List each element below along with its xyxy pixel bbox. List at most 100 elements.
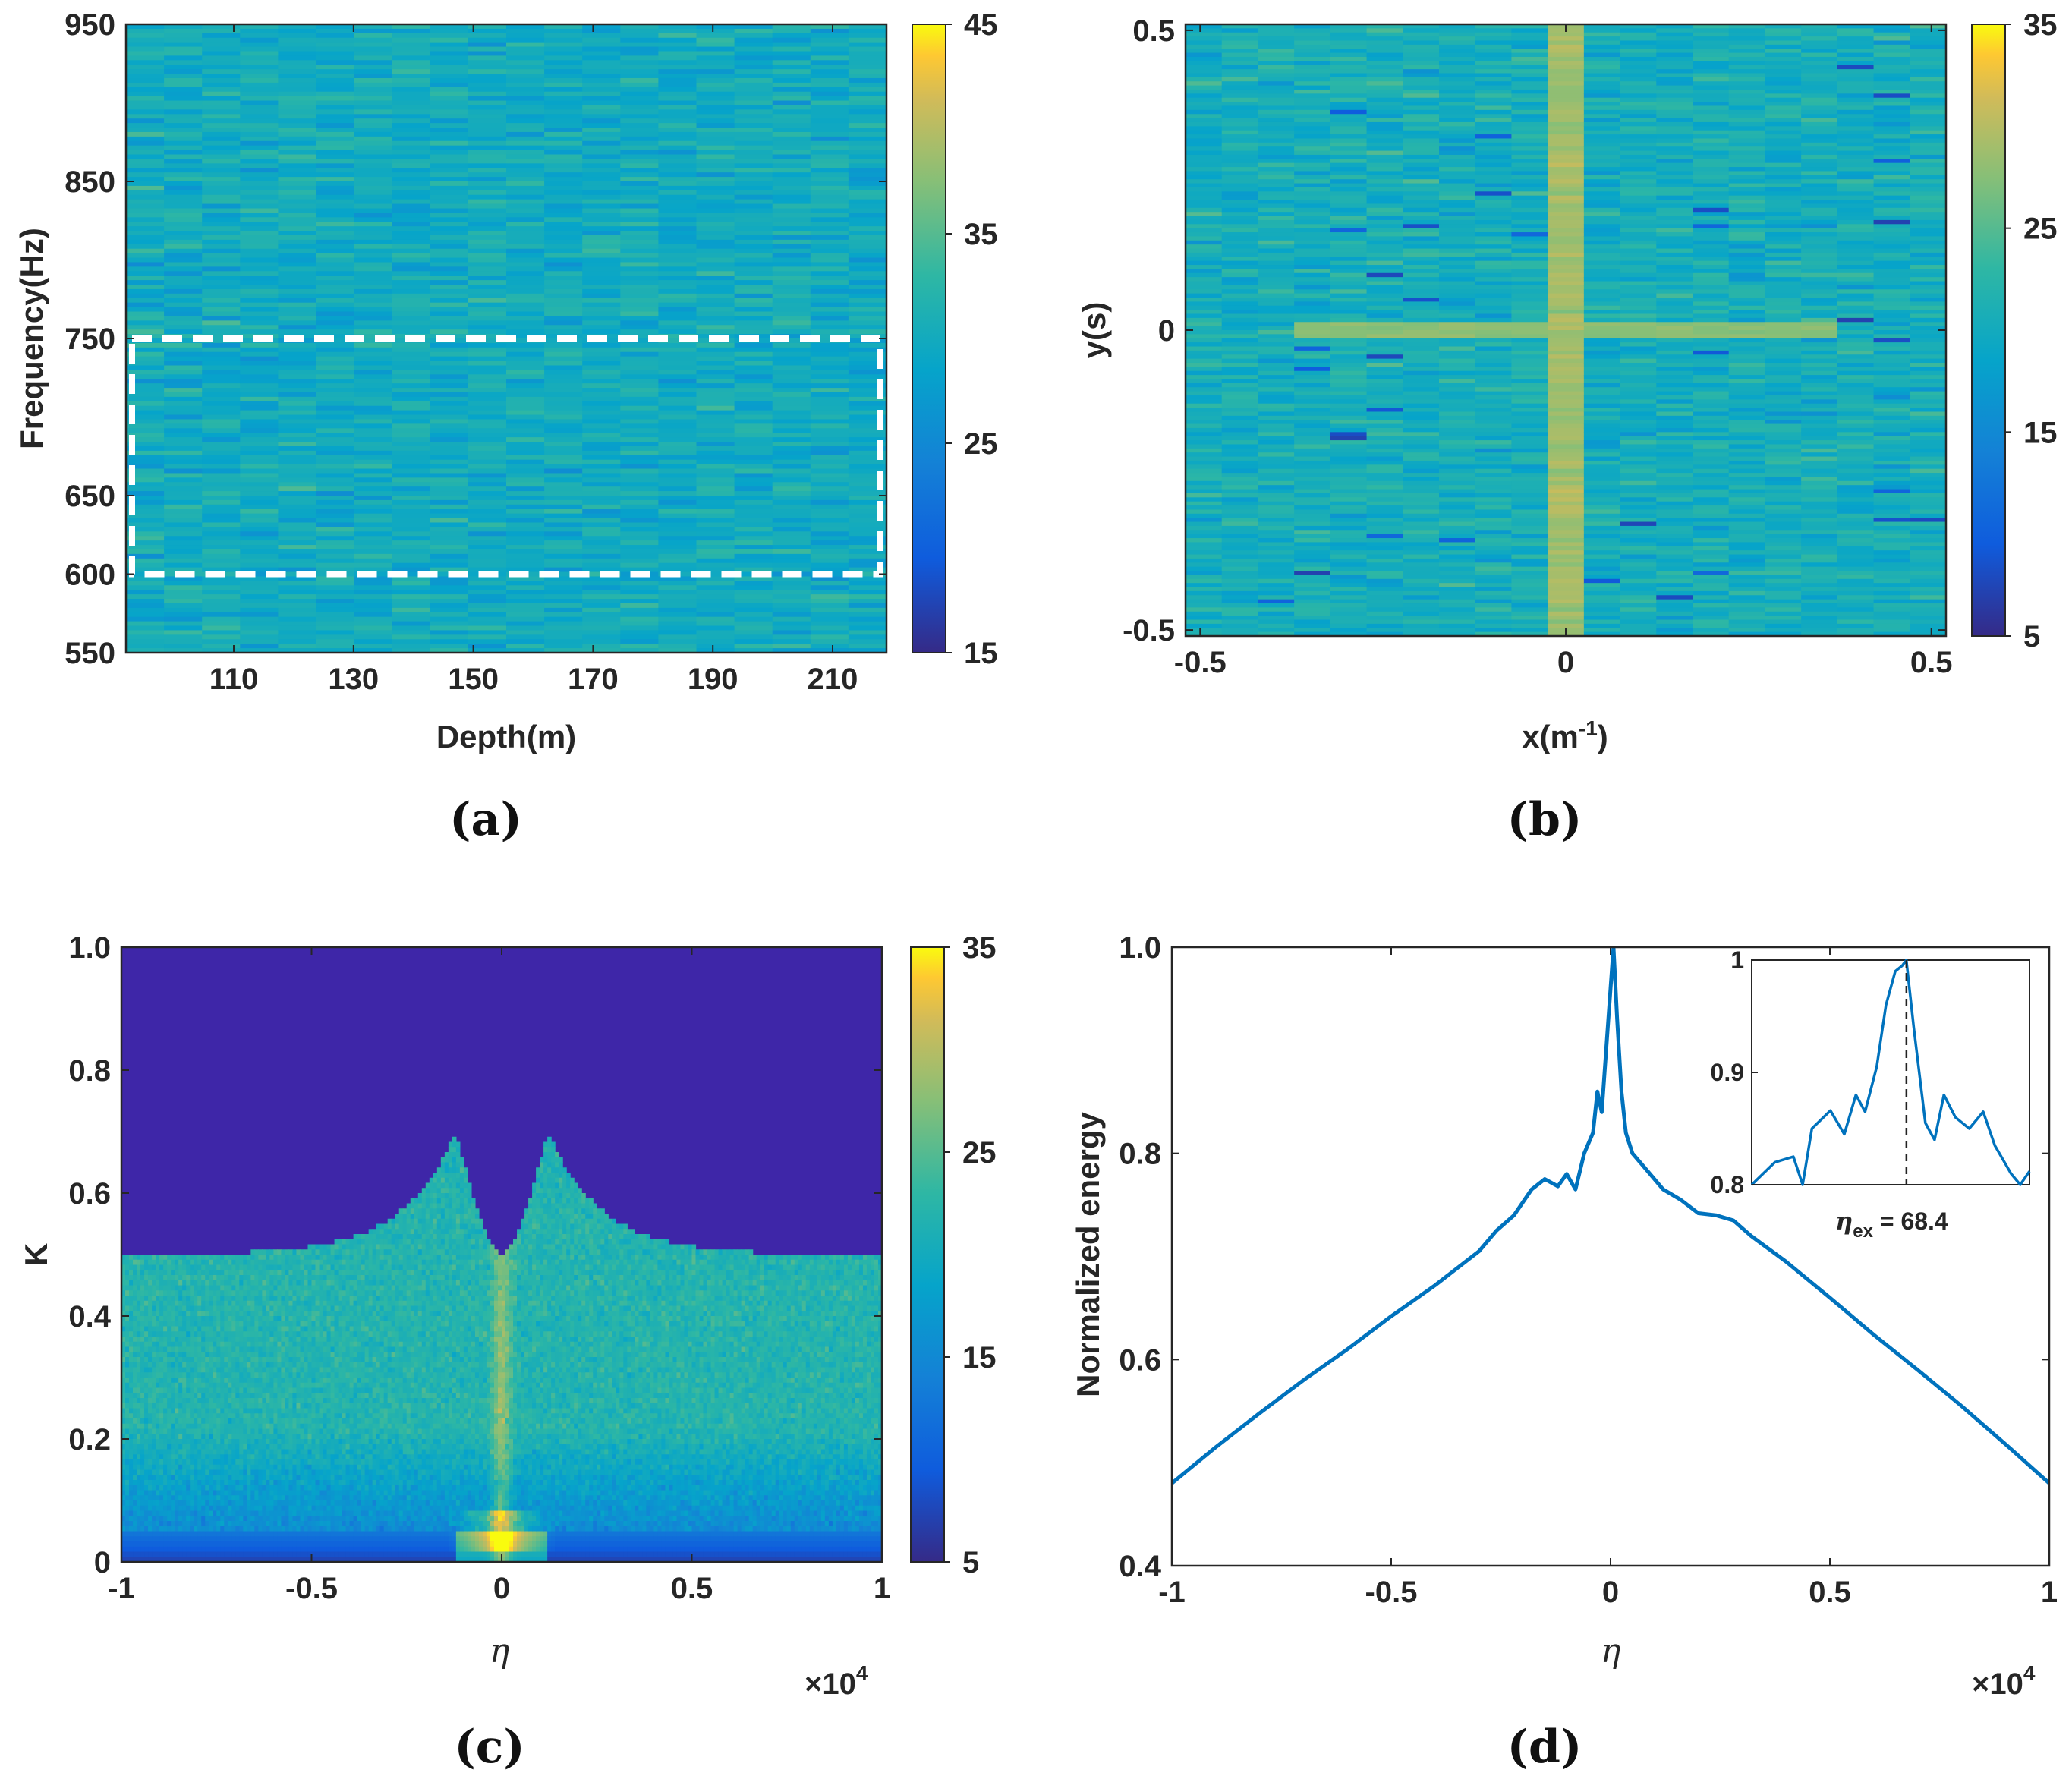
heatmap-cell	[696, 55, 735, 61]
heatmap-cell	[354, 612, 393, 618]
heatmap-cell	[202, 473, 241, 478]
heatmap-cell	[1620, 362, 1657, 367]
heatmap-cell	[1221, 109, 1259, 115]
heatmap-cell	[1656, 49, 1693, 54]
heatmap-cell	[772, 100, 811, 106]
heatmap-cell	[1294, 69, 1331, 74]
heatmap-cell	[164, 69, 203, 74]
heatmap-cell	[1693, 85, 1730, 90]
heatmap-cell	[1221, 513, 1259, 518]
heatmap-cell	[1511, 52, 1548, 58]
heatmap-cell	[468, 379, 507, 384]
heatmap-cell	[1294, 387, 1331, 392]
heatmap-cell	[468, 509, 507, 515]
heatmap-cell	[620, 288, 659, 294]
heatmap-cell	[240, 599, 279, 604]
heatmap-cell	[278, 194, 317, 200]
heatmap-cell	[1439, 379, 1476, 384]
heatmap-cell	[278, 518, 317, 524]
heatmap-cell	[354, 276, 393, 281]
heatmap-cell	[1620, 102, 1657, 107]
heatmap-cell	[1583, 252, 1621, 257]
heatmap-cell	[1186, 89, 1223, 94]
heatmap-cell	[506, 531, 545, 537]
heatmap-cell	[1366, 468, 1403, 474]
heatmap-cell	[1186, 154, 1223, 159]
heatmap-cell	[1583, 298, 1621, 302]
heatmap-cell	[1511, 93, 1548, 99]
heatmap-cell	[544, 491, 583, 496]
heatmap-cell	[1186, 240, 1223, 245]
heatmap-cell	[810, 96, 849, 102]
heatmap-cell	[278, 414, 317, 420]
heatmap-cell	[1548, 130, 1585, 135]
heatmap-cell	[1330, 603, 1368, 608]
heatmap-cell	[164, 522, 203, 527]
heatmap-cell	[1620, 240, 1657, 245]
heatmap-cell	[1656, 32, 1693, 37]
heatmap-cell	[1620, 427, 1657, 433]
heatmap-cell	[240, 388, 279, 393]
heatmap-cell	[1511, 289, 1548, 294]
heatmap-cell	[582, 405, 621, 411]
heatmap-cell	[1221, 121, 1259, 127]
heatmap-cell	[1475, 28, 1513, 33]
heatmap-cell	[278, 522, 317, 527]
heatmap-cell	[1330, 228, 1368, 233]
heatmap-cell	[810, 150, 849, 156]
heatmap-cell	[164, 356, 203, 362]
heatmap-cell	[1403, 518, 1440, 523]
heatmap-cell	[1475, 298, 1513, 302]
heatmap-cell	[1511, 408, 1548, 413]
heatmap-cell	[1548, 367, 1585, 372]
heatmap-cell	[1186, 578, 1223, 584]
heatmap-cell	[1439, 36, 1476, 42]
heatmap-cell	[1620, 538, 1657, 543]
heatmap-cell	[468, 464, 507, 470]
heatmap-cell	[240, 361, 279, 367]
heatmap-cell	[1439, 558, 1476, 563]
heatmap-cell	[164, 248, 203, 254]
heatmap-cell	[1330, 611, 1368, 616]
heatmap-cell	[582, 253, 621, 259]
heatmap-cell	[164, 562, 203, 568]
heatmap-cell	[658, 370, 697, 375]
heatmap-cell	[620, 531, 659, 537]
heatmap-cell	[544, 625, 583, 631]
heatmap-cell	[278, 253, 317, 259]
heatmap-cell	[126, 136, 165, 142]
heatmap-cell	[1366, 485, 1403, 490]
heatmap-cell	[1258, 175, 1295, 180]
heatmap-cell	[202, 311, 241, 317]
heatmap-cell	[392, 154, 431, 160]
heatmap-cell	[658, 486, 697, 492]
heatmap-cell	[1330, 114, 1368, 119]
heatmap-cell	[430, 527, 469, 532]
heatmap-cell	[506, 545, 545, 550]
heatmap-cell	[1186, 203, 1223, 209]
heatmap-cell	[392, 540, 431, 546]
heatmap-cell	[1221, 587, 1259, 592]
heatmap-cell	[1258, 252, 1295, 257]
heatmap-cell	[506, 159, 545, 164]
heatmap-cell	[848, 423, 886, 429]
heatmap-cell	[734, 576, 773, 581]
heatmap-cell	[1548, 383, 1585, 388]
heatmap-cell	[1186, 102, 1223, 107]
heatmap-cell	[1330, 338, 1368, 343]
heatmap-cell	[1258, 460, 1295, 465]
heatmap-cell	[278, 536, 317, 541]
heatmap-cell	[354, 42, 393, 48]
heatmap-cell	[1403, 558, 1440, 563]
heatmap-cell	[620, 599, 659, 604]
heatmap-cell	[1366, 52, 1403, 58]
heatmap-cell	[1294, 134, 1331, 140]
heatmap-cell	[240, 123, 279, 128]
heatmap-cell	[1656, 358, 1693, 364]
heatmap-cell	[1330, 240, 1368, 245]
heatmap-cell	[1475, 423, 1513, 429]
heatmap-cell	[240, 55, 279, 61]
heatmap-cell	[1475, 154, 1513, 159]
heatmap-cell	[1511, 383, 1548, 388]
heatmap-cell	[1475, 530, 1513, 535]
